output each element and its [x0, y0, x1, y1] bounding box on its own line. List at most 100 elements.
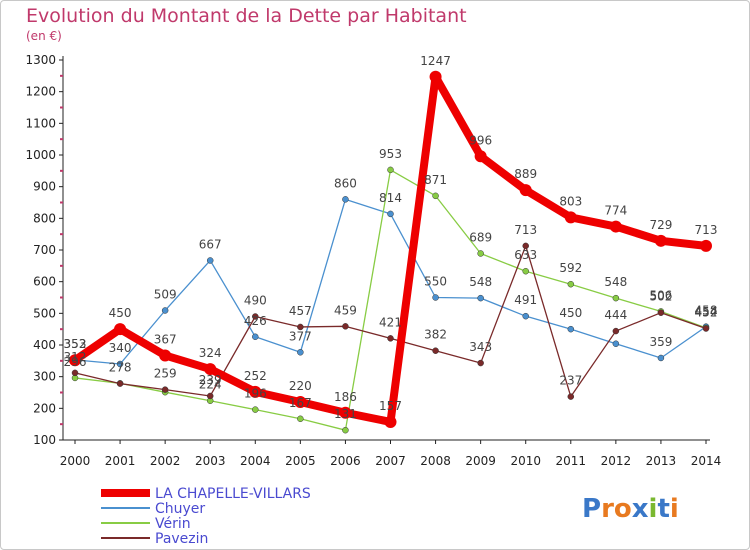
- data-label: 186: [334, 390, 357, 404]
- data-point: [206, 392, 214, 400]
- x-tick-label: 2012: [601, 454, 632, 468]
- x-tick-label: 2007: [375, 454, 406, 468]
- data-point: [161, 386, 169, 393]
- data-label: 444: [604, 308, 627, 322]
- data-point: [249, 385, 262, 398]
- data-point: [654, 234, 667, 247]
- data-label: 352: [64, 337, 87, 351]
- data-point: [702, 325, 710, 332]
- data-label: 382: [424, 328, 447, 342]
- data-point: [206, 257, 214, 264]
- x-tick-label: 2000: [60, 454, 91, 468]
- data-label: 259: [154, 367, 177, 381]
- data-point: [297, 415, 304, 423]
- data-label: 548: [604, 275, 627, 289]
- data-label: 237: [559, 374, 582, 388]
- y-tick-label: 700: [33, 243, 56, 257]
- data-point: [69, 354, 81, 367]
- data-label: 296: [64, 355, 87, 369]
- data-label: 220: [289, 379, 312, 393]
- data-point: [114, 323, 127, 336]
- data-label: 548: [469, 275, 492, 289]
- data-label: 359: [649, 335, 672, 349]
- data-label: 502: [649, 290, 672, 304]
- data-point: [161, 307, 169, 314]
- data-point: [612, 340, 620, 347]
- data-label: 353: [64, 337, 87, 351]
- chart-title: Evolution du Montant de la Dette par Hab…: [26, 5, 467, 27]
- data-label: 278: [109, 361, 132, 375]
- data-point: [387, 210, 394, 218]
- x-tick-label: 2005: [285, 454, 316, 468]
- y-tick-label: 500: [33, 306, 56, 320]
- x-tick-label: 2001: [105, 454, 136, 468]
- y-tick-label: 1100: [25, 116, 56, 130]
- data-label: 459: [334, 303, 357, 317]
- data-point: [342, 426, 349, 434]
- data-point: [252, 333, 259, 341]
- data-label: 689: [469, 230, 492, 244]
- series-1: [71, 196, 710, 368]
- data-point: [477, 359, 484, 367]
- legend-label: Chuyer: [155, 501, 205, 517]
- data-point: [612, 294, 620, 302]
- data-label: 713: [514, 223, 537, 237]
- x-tick-label: 2003: [195, 454, 226, 468]
- data-label: 452: [695, 306, 718, 320]
- data-point: [657, 309, 665, 316]
- data-point: [612, 327, 620, 335]
- data-point: [567, 393, 575, 400]
- data-point: [204, 363, 217, 376]
- data-point: [387, 335, 394, 342]
- data-label: 377: [289, 329, 312, 343]
- y-tick-label: 200: [33, 401, 56, 415]
- data-point: [432, 347, 439, 354]
- data-label: 421: [379, 315, 402, 329]
- y-tick-label: 300: [33, 370, 56, 384]
- x-tick-label: 2002: [150, 454, 181, 468]
- data-label: 506: [649, 288, 672, 302]
- data-label: 312: [64, 350, 87, 364]
- chart-subtitle: (en €): [26, 29, 62, 43]
- data-label: 454: [695, 305, 718, 319]
- legend-label: Pavezin: [155, 531, 208, 547]
- data-label: 774: [604, 204, 627, 218]
- x-tick-label: 2014: [691, 454, 722, 468]
- data-point: [522, 242, 529, 250]
- data-label: 131: [334, 407, 357, 421]
- data-label: 450: [559, 306, 582, 320]
- y-tick-label: 900: [33, 180, 56, 194]
- data-point: [474, 150, 487, 163]
- data-label: 592: [559, 261, 582, 275]
- legend-label: Vérin: [155, 516, 191, 532]
- data-point: [522, 267, 529, 275]
- x-tick-label: 2008: [420, 454, 451, 468]
- y-tick-label: 400: [33, 338, 56, 352]
- data-point: [387, 166, 394, 174]
- data-label: 713: [695, 223, 718, 237]
- x-tick-label: 2006: [330, 454, 361, 468]
- series-layer: [69, 70, 712, 434]
- data-point: [252, 406, 259, 413]
- data-labels: 352 450 367 324 252 220 186 157 1247 996 889 803 774…: [64, 54, 718, 421]
- axes: 100 200 300 400 500 600 700 800 900 1000 1100 1200 1…: [25, 53, 721, 468]
- series-0: [69, 70, 712, 428]
- data-label: 458: [695, 304, 718, 318]
- data-label: 343: [469, 340, 492, 354]
- y-tick-label: 1200: [25, 85, 56, 99]
- data-point: [297, 349, 304, 356]
- data-label: 252: [244, 369, 267, 383]
- y-tick-label: 100: [33, 433, 56, 447]
- data-label: 426: [244, 314, 267, 328]
- data-point: [342, 196, 349, 203]
- data-label: 953: [379, 147, 402, 161]
- data-label: 457: [289, 304, 312, 318]
- series-3: [71, 242, 710, 400]
- data-label: 871: [424, 173, 447, 187]
- x-tick-label: 2009: [465, 454, 496, 468]
- data-point: [567, 280, 575, 288]
- data-point: [339, 406, 352, 419]
